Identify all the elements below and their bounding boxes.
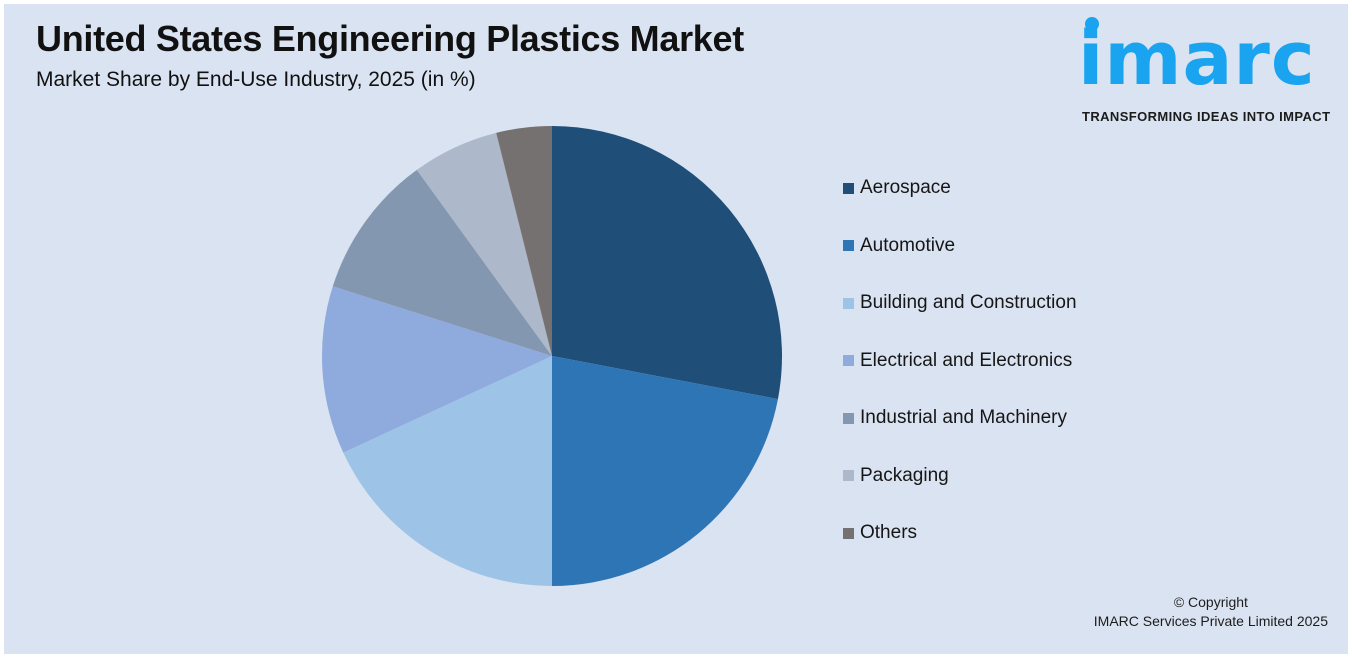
logo-dot-icon [1085,17,1099,31]
copyright-line-2: IMARC Services Private Limited 2025 [1093,613,1328,629]
legend-label: Electrical and Electronics [860,349,1073,371]
legend-swatch-icon [843,527,854,539]
chart-title: United States Engineering Plastics Marke… [36,18,744,59]
legend-swatch-icon [843,470,854,481]
legend-label: Automotive [860,234,956,256]
legend-item-automotive: Automotive [843,234,1077,258]
logo-tagline: TRANSFORMING IDEAS INTO IMPACT [1082,109,1331,124]
pie-slice-industrial-and-machinery [332,169,552,356]
pie-slice-building-and-construction [343,356,552,586]
imarc-logo: imarc TRANSFORMING IDEAS INTO IMPACT [1078,14,1340,126]
pie-svg [322,126,782,586]
legend-swatch-icon [843,355,854,366]
legend-label: Others [860,522,918,543]
legend-swatch-icon [843,240,854,251]
legend-swatch-icon [843,182,854,194]
legend-item-industrial-machinery: Industrial and Machinery [843,406,1077,430]
legend-label: Aerospace [860,177,951,198]
pie-slice-packaging [416,132,552,356]
pie-slice-electrical-and-electronics [322,286,552,453]
legend-label: Industrial and Machinery [860,407,1067,428]
legend-swatch-icon [843,297,854,309]
logo-wordmark: imarc [1078,16,1316,102]
pie-slice-automotive [552,356,778,586]
legend-label: Building and Construction [860,292,1077,313]
pie-slice-others [496,126,552,356]
copyright: © Copyright IMARC Services Private Limit… [1094,593,1328,631]
pie-slice-aerospace [552,126,782,400]
legend-item-others: Others [843,521,1077,545]
legend-swatch-icon [843,412,854,424]
chart-subtitle: Market Share by End-Use Industry, 2025 (… [36,68,476,91]
legend-item-packaging: Packaging [843,464,1077,488]
copyright-line-1: © Copyright [1173,594,1248,610]
legend-item-aerospace: Aerospace [843,176,1077,200]
legend-label: Packaging [860,464,949,486]
pie-chart [320,124,784,588]
legend-item-electrical-electronics: Electrical and Electronics [843,349,1077,373]
legend-item-building-construction: Building and Construction [843,291,1077,315]
legend: Aerospace Automotive Building and Constr… [843,176,1077,579]
